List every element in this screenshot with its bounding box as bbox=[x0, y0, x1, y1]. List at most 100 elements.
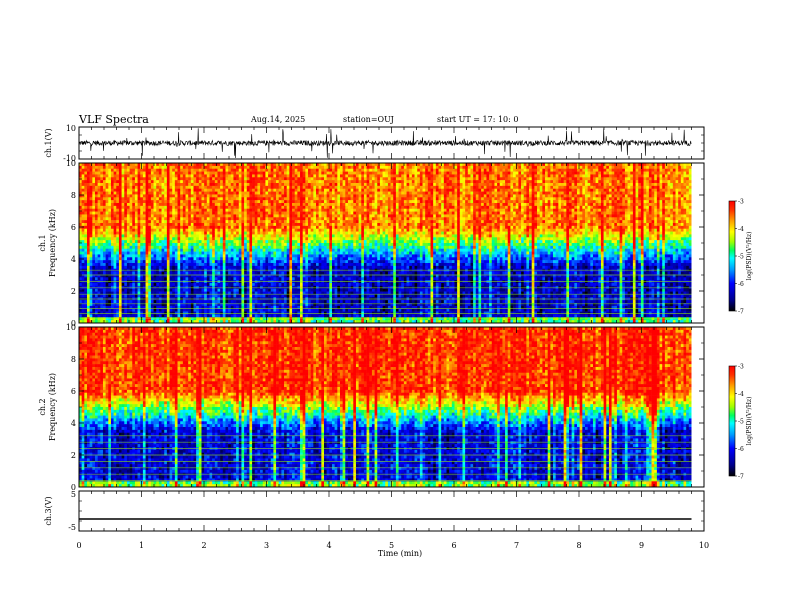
spectrogram-cell bbox=[292, 174, 295, 178]
spectrogram-cell bbox=[132, 277, 136, 281]
spectrogram-cell bbox=[134, 203, 138, 207]
spectrogram-cell bbox=[86, 288, 90, 292]
spectrogram-cell bbox=[158, 183, 162, 187]
spectrogram-cell bbox=[289, 185, 293, 190]
spectrogram-cell bbox=[113, 274, 117, 278]
spectrogram-cell bbox=[169, 203, 173, 207]
spectrogram-cell bbox=[276, 177, 280, 181]
spectrogram-cell bbox=[84, 214, 88, 218]
spectrogram-cell bbox=[268, 240, 272, 244]
spectrogram-cell bbox=[102, 265, 106, 270]
spectrogram-cell bbox=[156, 211, 160, 215]
spectrogram-cell bbox=[158, 300, 162, 304]
spectrogram-cell bbox=[172, 248, 176, 252]
spectrogram-cell bbox=[206, 308, 210, 312]
spectrogram-cell bbox=[222, 205, 226, 210]
spectrogram-cell bbox=[209, 228, 213, 232]
spectrogram-cell bbox=[206, 254, 210, 258]
spectrogram-cell bbox=[196, 203, 200, 207]
spectrogram-cell bbox=[230, 314, 234, 318]
spectrogram-cell bbox=[94, 165, 98, 170]
spectrogram-cell bbox=[94, 180, 98, 184]
spectrogram-cell bbox=[126, 223, 130, 227]
spectrogram-cell bbox=[182, 237, 186, 241]
spectrogram-cell bbox=[238, 183, 242, 187]
spectrogram-cell bbox=[118, 174, 122, 178]
spectrogram-cell bbox=[284, 260, 288, 264]
spectrogram-cell bbox=[84, 171, 88, 175]
spectrogram-cell bbox=[193, 205, 197, 210]
spectrogram-cell bbox=[196, 214, 200, 218]
spectrogram-cell bbox=[273, 191, 277, 195]
spectrogram-cell bbox=[148, 168, 152, 172]
spectrogram-cell bbox=[257, 251, 261, 255]
spectrogram-cell bbox=[86, 211, 90, 215]
spectrogram-cell bbox=[158, 260, 162, 264]
spectrogram-cell bbox=[289, 257, 293, 261]
spectrogram-cell bbox=[137, 314, 141, 318]
spectrogram-cell bbox=[185, 214, 189, 218]
spectrogram-cell bbox=[198, 225, 202, 230]
spectrogram-cell bbox=[137, 294, 141, 298]
spectrogram-cell bbox=[225, 183, 229, 187]
spectrogram-cell bbox=[302, 188, 306, 192]
chart-title: VLF Spectra bbox=[79, 113, 149, 126]
spectrogram-cell bbox=[153, 205, 157, 210]
spectrogram-cell bbox=[158, 265, 162, 270]
spectrogram-cell bbox=[108, 294, 112, 298]
spectrogram-cell bbox=[92, 200, 96, 204]
spectrogram-cell bbox=[172, 197, 176, 201]
spectrogram-cell bbox=[294, 168, 298, 172]
spectrogram-cell bbox=[220, 194, 224, 198]
spectrogram-cell bbox=[268, 294, 272, 298]
spectrogram-cell bbox=[262, 305, 266, 310]
spectrogram-cell bbox=[300, 185, 303, 190]
spectrogram-cell bbox=[228, 197, 232, 201]
spectrogram-cell bbox=[292, 265, 295, 270]
spectrogram-cell bbox=[305, 197, 309, 201]
spectrogram-cell bbox=[204, 305, 208, 310]
spectrogram-cell bbox=[137, 260, 141, 264]
spectrogram-cell bbox=[108, 228, 112, 232]
spectrogram-cell bbox=[257, 165, 261, 170]
spectrogram-cell bbox=[241, 308, 245, 312]
spectrogram-cell bbox=[246, 217, 250, 221]
spectrogram-cell bbox=[161, 288, 165, 292]
spectrogram-cell bbox=[196, 254, 200, 258]
spectrogram-cell bbox=[217, 271, 221, 275]
spectrogram-cell bbox=[158, 237, 162, 241]
spectrogram-cell bbox=[172, 183, 176, 187]
spectrogram-cell bbox=[100, 237, 104, 241]
spectrogram-cell bbox=[156, 308, 160, 312]
spectrogram-cell bbox=[228, 254, 232, 258]
spectrogram-cell bbox=[97, 225, 101, 230]
spectrogram-cell bbox=[134, 243, 138, 247]
spectrogram-cell bbox=[134, 285, 138, 290]
spectrogram-cell bbox=[228, 188, 232, 192]
spectrogram-cell bbox=[278, 300, 282, 304]
spectrogram-cell bbox=[100, 200, 104, 204]
spectrogram-cell bbox=[292, 237, 295, 241]
spectrogram-cell bbox=[185, 263, 189, 267]
spectrogram-cell bbox=[161, 254, 165, 258]
spectrogram-cell bbox=[281, 220, 285, 224]
spectrogram-cell bbox=[305, 231, 309, 235]
spectrogram-cell bbox=[172, 225, 176, 230]
spectrogram-cell bbox=[81, 237, 85, 241]
spectrogram-cell bbox=[214, 305, 218, 310]
spectrogram-cell bbox=[86, 271, 90, 275]
spectrogram-cell bbox=[92, 285, 96, 290]
spectrogram-cell bbox=[292, 208, 295, 212]
spectrogram-cell bbox=[254, 283, 258, 287]
spectrogram-cell bbox=[166, 237, 170, 241]
spectrogram-cell bbox=[97, 271, 101, 275]
spectrogram-cell bbox=[148, 183, 152, 187]
spectrogram-cell bbox=[180, 314, 184, 318]
spectrogram-cell bbox=[102, 277, 106, 281]
spectrogram-cell bbox=[292, 185, 295, 190]
spectrogram-cell bbox=[214, 225, 218, 230]
spectrogram-cell bbox=[262, 185, 266, 190]
spectrogram-cell bbox=[270, 305, 274, 310]
spectrogram-cell bbox=[132, 263, 136, 267]
spectrogram-cell bbox=[182, 225, 186, 230]
